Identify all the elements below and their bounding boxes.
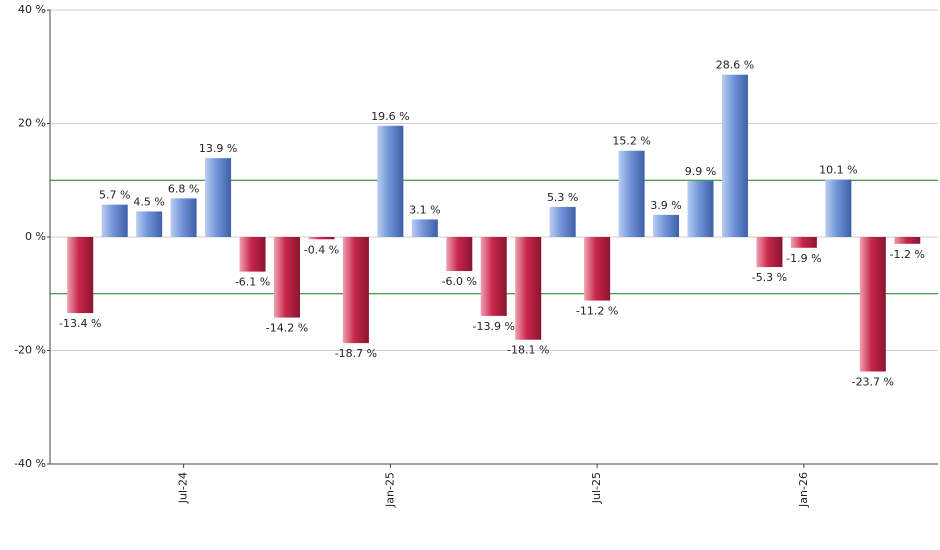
x-tick-label: Jan-26 (797, 472, 810, 508)
bar (101, 204, 128, 237)
data-label: 3.9 % (650, 199, 681, 212)
y-tick-label: 40 % (18, 3, 46, 16)
bar (549, 206, 576, 237)
data-label: 5.7 % (99, 189, 130, 202)
data-label: 3.1 % (409, 203, 440, 216)
bar (205, 158, 232, 237)
data-label: -18.1 % (507, 344, 549, 357)
bar (342, 237, 369, 344)
data-label: -13.4 % (59, 317, 101, 330)
bar (859, 237, 886, 372)
bar (721, 74, 748, 237)
bar (790, 237, 817, 248)
bar (239, 237, 266, 272)
x-tick-label: Jul-25 (590, 472, 603, 504)
data-label: -5.3 % (752, 271, 787, 284)
bar (308, 237, 335, 240)
data-label: 5.3 % (547, 191, 578, 204)
data-label: -11.2 % (576, 305, 618, 318)
bar (67, 237, 94, 314)
data-label: -1.9 % (786, 252, 821, 265)
data-label: 6.8 % (168, 182, 199, 195)
bar (273, 237, 300, 318)
data-label: 19.6 % (371, 110, 409, 123)
bar (411, 219, 438, 237)
y-tick-label: 20 % (18, 117, 46, 130)
data-label: -23.7 % (852, 375, 894, 388)
data-label: -6.1 % (235, 276, 270, 289)
bar (584, 237, 611, 301)
bar (894, 237, 921, 244)
data-label: -1.2 % (890, 248, 925, 261)
bar (618, 150, 645, 237)
data-label: 13.9 % (199, 142, 237, 155)
x-tick-label: Jan-25 (383, 472, 396, 508)
data-label: -13.9 % (473, 320, 515, 333)
bar (170, 198, 197, 237)
x-tick-label: Jul-24 (177, 472, 190, 504)
data-label: 9.9 % (685, 165, 716, 178)
bar (377, 125, 404, 237)
data-label: -0.4 % (304, 243, 339, 256)
data-label: 15.2 % (612, 135, 650, 148)
data-label: 4.5 % (133, 195, 164, 208)
data-label: -14.2 % (266, 322, 308, 335)
data-label: 10.1 % (819, 164, 857, 177)
y-tick-label: 0 % (25, 230, 46, 243)
bar (687, 180, 714, 237)
bar (480, 237, 507, 316)
bar (825, 179, 852, 237)
data-label: -6.0 % (442, 275, 477, 288)
bar (515, 237, 542, 340)
bar (136, 211, 163, 237)
y-tick-label: -20 % (14, 344, 46, 357)
bar (446, 237, 473, 272)
data-label: 28.6 % (716, 59, 754, 72)
bar (653, 214, 680, 237)
y-tick-label: -40 % (14, 457, 46, 470)
data-label: -18.7 % (335, 347, 377, 360)
bar (756, 237, 783, 268)
